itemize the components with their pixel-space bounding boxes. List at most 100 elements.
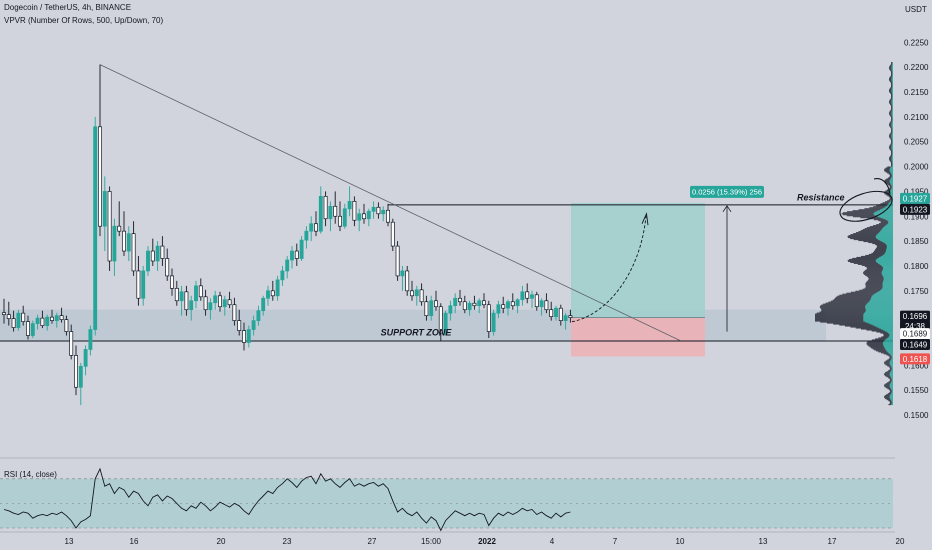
volume-profile-up-bar <box>883 279 893 281</box>
volume-profile-up-bar <box>891 381 893 383</box>
volume-profile-up-bar <box>890 394 893 396</box>
volume-profile-down-bar <box>889 356 892 358</box>
volume-profile-down-bar <box>843 212 875 214</box>
volume-profile-up-bar <box>881 229 893 231</box>
volume-profile-down-bar <box>889 380 892 382</box>
price-tag-label: 0.1618 <box>903 355 928 364</box>
indicator-rsi-label[interactable]: RSI (14, close) <box>4 470 57 479</box>
time-tick-label: 20 <box>896 537 905 546</box>
volume-profile-down-bar <box>890 104 893 106</box>
volume-profile-up-bar <box>891 368 893 370</box>
volume-profile-up-bar <box>885 348 893 350</box>
volume-profile-down-bar <box>858 209 880 211</box>
volume-profile-up-bar <box>863 315 893 317</box>
volume-profile-down-bar <box>889 145 892 147</box>
candle-body <box>30 323 35 336</box>
candle-body <box>486 304 491 332</box>
volume-profile-up-bar <box>863 313 893 315</box>
volume-profile-down-bar <box>887 359 891 361</box>
candle-body <box>184 291 189 311</box>
position-label-text: 0.0256 (15.39%) 256 <box>692 188 762 197</box>
volume-profile-up-bar <box>891 125 893 127</box>
volume-profile-down-bar <box>890 81 893 84</box>
volume-profile-up-bar <box>881 288 893 290</box>
volume-profile-down-bar <box>869 226 885 228</box>
volume-profile-down-bar <box>857 263 880 265</box>
volume-profile-up-bar <box>883 227 893 229</box>
volume-profile-up-bar <box>891 356 893 358</box>
volume-profile-down-bar <box>891 153 893 155</box>
volume-profile-down-bar <box>889 148 892 150</box>
volume-profile-down-bar <box>885 364 891 366</box>
volume-profile-down-bar <box>891 105 893 107</box>
volume-profile-down-bar <box>823 303 867 305</box>
volume-profile-up-bar <box>889 372 893 374</box>
volume-profile-up-bar <box>891 148 893 150</box>
candle-body <box>342 208 347 227</box>
candle-body <box>280 270 285 281</box>
volume-profile-up-bar <box>891 121 893 123</box>
volume-profile-down-bar <box>889 156 892 158</box>
volume-profile-up-bar <box>891 149 893 151</box>
symbol-title[interactable]: Dogecoin / TetherUS, 4h, BINANCE <box>4 3 132 12</box>
volume-profile-up-bar <box>882 228 893 230</box>
volume-profile-down-bar <box>888 101 892 103</box>
volume-profile-up-bar <box>874 325 893 327</box>
volume-profile-up-bar <box>891 133 893 135</box>
price-tag <box>900 192 930 204</box>
volume-profile-down-bar <box>853 262 879 264</box>
candle-body <box>227 299 232 306</box>
volume-profile-up-bar <box>891 155 893 157</box>
volume-profile-up-bar <box>892 164 893 166</box>
volume-profile-up-bar <box>882 286 893 288</box>
volume-profile-down-bar <box>891 106 893 108</box>
volume-profile-up-bar <box>891 401 893 403</box>
volume-profile-down-bar <box>888 358 892 360</box>
volume-profile-down-bar <box>873 206 886 208</box>
candle-body <box>390 221 395 247</box>
volume-profile-up-bar <box>890 190 893 192</box>
descending-trendline <box>99 64 681 341</box>
candle-body <box>434 300 438 308</box>
indicator-vpvr-label[interactable]: VPVR (Number Of Rows, 500, Up/Down, 70) <box>4 16 164 25</box>
candle-body <box>534 294 539 308</box>
candle-body <box>328 205 333 220</box>
volume-profile-down-bar <box>850 326 877 328</box>
volume-profile-down-bar <box>889 368 892 370</box>
candle-body <box>314 223 318 232</box>
volume-profile-down-bar <box>842 214 874 216</box>
volume-profile-down-bar <box>891 165 893 167</box>
volume-profile-down-bar <box>889 392 892 394</box>
volume-profile-up-bar <box>891 379 893 381</box>
volume-profile-up-bar <box>891 103 893 105</box>
volume-profile-up-bar <box>892 96 893 98</box>
volume-profile-up-bar <box>889 396 893 398</box>
volume-profile-down-bar <box>887 195 891 197</box>
price-tag-label: 0.1923 <box>903 205 928 214</box>
volume-profile-up-bar <box>891 78 893 81</box>
volume-profile-up-bar <box>891 102 893 104</box>
volume-profile-up-bar <box>890 172 893 174</box>
volume-profile-up-bar <box>892 86 893 89</box>
volume-profile-down-bar <box>834 297 871 299</box>
volume-profile-down-bar <box>891 151 893 153</box>
volume-profile-down-bar <box>884 375 890 377</box>
volume-profile-up-bar <box>883 277 893 279</box>
volume-profile-up-bar <box>889 169 893 171</box>
volume-profile-down-bar <box>884 363 890 365</box>
volume-profile-up-bar <box>875 292 893 294</box>
volume-profile-down-bar <box>889 114 892 116</box>
volume-profile-down-bar <box>884 385 890 387</box>
volume-profile-up-bar <box>890 171 893 173</box>
volume-profile-down-bar <box>888 173 892 175</box>
volume-profile-down-bar <box>876 224 887 226</box>
volume-profile-up-bar <box>891 392 893 394</box>
volume-profile-up-bar <box>891 91 893 93</box>
volume-profile-down-bar <box>888 404 892 406</box>
volume-profile-up-bar <box>890 359 893 361</box>
volume-profile-down-bar <box>815 315 864 317</box>
time-tick-label: 13 <box>65 537 74 546</box>
volume-profile-up-bar <box>863 314 893 316</box>
resistance-circle <box>839 190 893 222</box>
